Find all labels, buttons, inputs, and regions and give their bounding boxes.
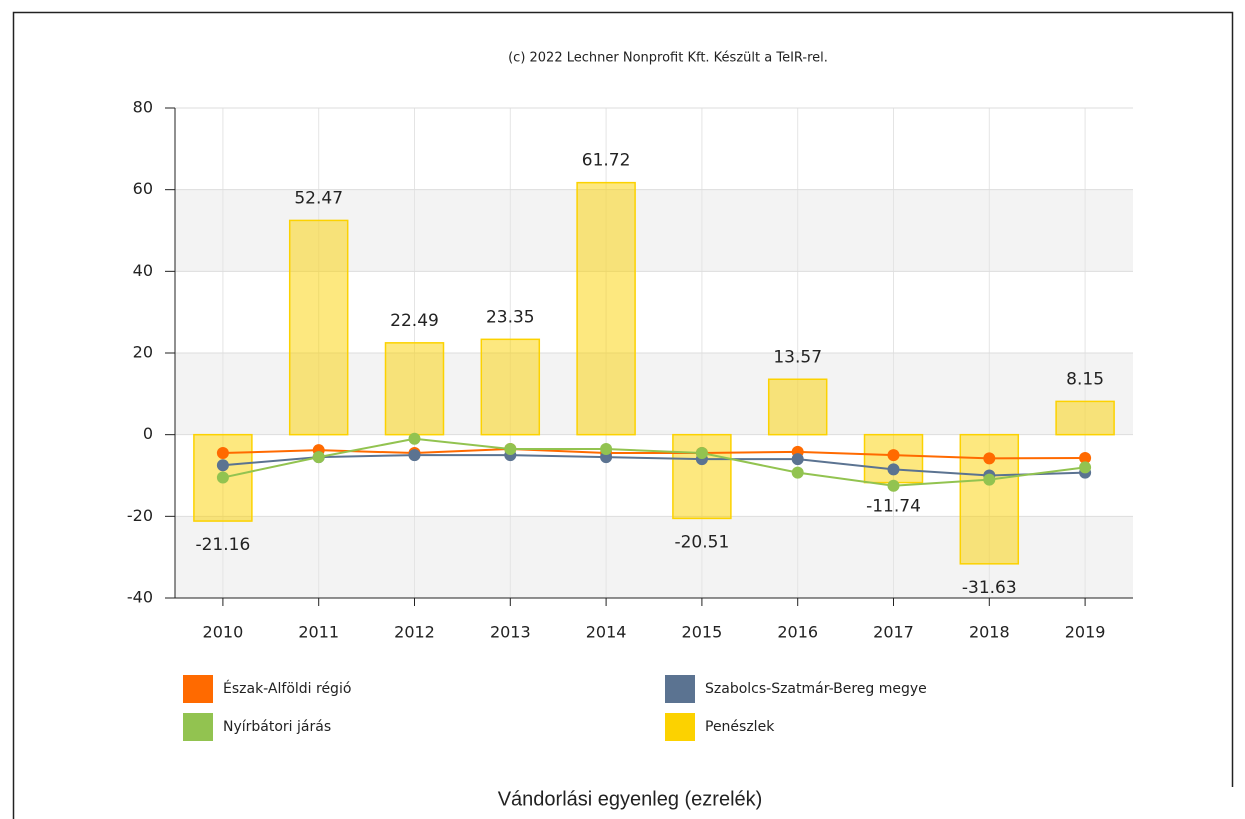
point (1079, 451, 1092, 464)
line (222, 447, 1086, 460)
x-tick-label: 2017 (873, 623, 914, 642)
bar (384, 342, 445, 436)
x-tick-label: 2010 (203, 623, 244, 642)
y-tick-label: 80 (133, 98, 153, 117)
point (216, 447, 229, 460)
legend-label: Észak-Alföldi régió (223, 680, 351, 697)
data-label: 13.57 (773, 347, 822, 367)
point (408, 432, 421, 445)
point (312, 451, 325, 464)
data-label: -20.51 (674, 532, 729, 552)
y-tick-label: 60 (133, 179, 153, 198)
data-label: 52.47 (294, 188, 343, 208)
point (408, 449, 421, 462)
legend-swatch (183, 675, 213, 703)
legend-label: Szabolcs-Szatmár-Bereg megye (705, 681, 927, 697)
credit: (c) 2022 Lechner Nonprofit Kft. Készült … (508, 51, 828, 66)
x-tick-label: 2012 (394, 623, 435, 642)
bar (576, 181, 636, 436)
data-label: 8.15 (1066, 369, 1104, 389)
x-tick-label: 2011 (298, 623, 339, 642)
point (216, 459, 229, 472)
y-tick-label: 40 (133, 261, 153, 280)
data-label: 22.49 (390, 311, 439, 331)
point (1079, 461, 1092, 474)
bar (480, 338, 541, 436)
x-tick-label: 2018 (969, 623, 1010, 642)
data-label: -31.63 (962, 578, 1017, 598)
y-tick-label: 0 (143, 424, 153, 443)
legend-label: Nyírbátori járás (223, 719, 331, 735)
x-tick-label: 2015 (682, 623, 723, 642)
y-tick-label: -40 (127, 588, 153, 607)
point (887, 463, 900, 476)
legend-swatch (665, 675, 695, 703)
y-tick-label: -20 (127, 506, 153, 525)
point (983, 473, 996, 486)
point (791, 466, 804, 479)
bar (288, 219, 349, 436)
frame (12, 11, 1234, 819)
data-label: -21.16 (195, 535, 250, 555)
x-tick-label: 2016 (777, 623, 818, 642)
point (600, 442, 613, 455)
point (791, 453, 804, 466)
chart-title: Vándorlási egyenleg (ezrelék) (498, 788, 763, 810)
bar (767, 378, 828, 436)
line (222, 437, 1086, 487)
point (983, 452, 996, 465)
data-label: -11.74 (866, 497, 921, 517)
data-label: 61.72 (582, 151, 631, 171)
point (887, 449, 900, 462)
x-tick-label: 2014 (586, 623, 627, 642)
line (222, 454, 1086, 477)
legend-swatch (665, 713, 695, 741)
x-tick-label: 2013 (490, 623, 531, 642)
bar (1055, 400, 1115, 436)
legend-label: Penészlek (705, 719, 775, 735)
point (695, 447, 708, 460)
point (216, 471, 229, 484)
y-tick-label: 20 (133, 343, 153, 362)
legend-swatch (183, 713, 213, 741)
data-label: 23.35 (486, 307, 535, 327)
x-tick-label: 2019 (1065, 623, 1106, 642)
point (504, 442, 517, 455)
point (887, 479, 900, 492)
